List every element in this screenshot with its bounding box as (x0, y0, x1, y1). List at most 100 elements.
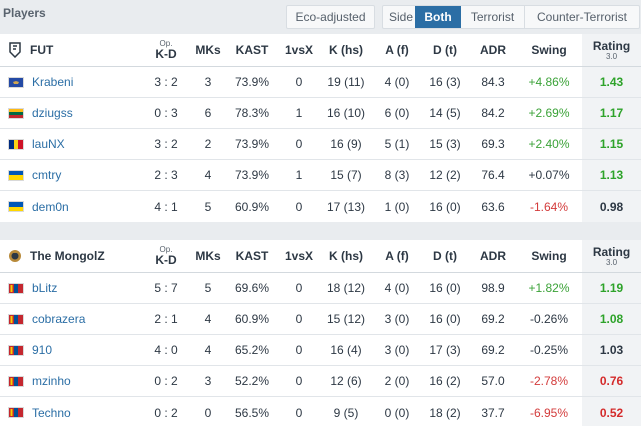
side-option-counter-terrorist[interactable]: Counter-Terrorist (536, 10, 628, 24)
stat-swing: -0.25% (529, 343, 569, 357)
stat-kast: 60.9% (234, 199, 270, 214)
player-name-link[interactable]: dem0n (32, 199, 69, 214)
player-name-link[interactable]: cobrazera (32, 312, 86, 326)
stat-clutch: 0 (295, 405, 303, 420)
fut-logo-icon (8, 42, 22, 59)
stat-af: 1 (0) (384, 199, 410, 214)
player-name-link[interactable]: mzinho (32, 374, 71, 388)
ukraine-flag (8, 169, 24, 181)
stat-mks: 3 (204, 374, 212, 388)
stat-af: 3 (0) (384, 312, 410, 326)
column-header-swing: Swing (531, 249, 567, 263)
side-option-both[interactable]: Both (415, 6, 461, 28)
rating-label: Rating (592, 38, 631, 53)
stat-khs: 15 (7) (330, 168, 362, 182)
stat-swing: -1.64% (529, 199, 569, 214)
side-option-terrorist[interactable]: Terrorist (461, 6, 525, 28)
stat-kd: 3 : 2 (154, 137, 178, 151)
column-header-kast: KAST (235, 43, 269, 57)
stat-khs: 9 (5) (333, 405, 359, 420)
player-name-link[interactable]: dziugss (32, 106, 73, 120)
stat-kd: 4 : 1 (154, 199, 178, 214)
stat-kd: 0 : 2 (154, 374, 178, 388)
kd-header-wrap: Op. K-D (155, 38, 176, 61)
team-name-cell: The MongolZ (0, 240, 140, 272)
stat-adr: 69.3 (481, 137, 505, 151)
op-label: Op. (159, 38, 173, 48)
player-row: bLitz 5 : 7 5 69.6% 0 18 (12) 4 (0) 16 (0) 98.9 +… (0, 273, 641, 304)
rating-label: Rating (592, 244, 631, 259)
stat-dt: 17 (3) (429, 343, 461, 357)
stat-kd: 4 : 0 (154, 343, 178, 357)
player-name-link[interactable]: lauNX (32, 137, 65, 151)
table-header-row: The MongolZ Op. K-D MKs KAST 1vsX K (hs) A (f) D… (0, 240, 641, 273)
table-header-row: FUT Op. K-D MKs KAST 1vsX K (hs) A (f) D (t) ADR S… (0, 34, 641, 67)
column-header-dt: D (t) (433, 43, 457, 57)
stat-adr: 84.3 (481, 75, 505, 89)
stat-mks: 4 (204, 312, 212, 326)
column-header-dt: D (t) (433, 249, 457, 263)
player-name-link[interactable]: cmtry (32, 168, 62, 182)
stat-swing: -0.26% (529, 312, 569, 326)
stat-kast: 78.3% (234, 106, 270, 120)
player-name-link[interactable]: 910 (32, 343, 53, 357)
player-cell: 910 (0, 335, 140, 365)
column-header-kd: Op. K-D (140, 34, 192, 66)
player-name-link[interactable]: bLitz (32, 281, 58, 295)
stat-swing: +1.82% (528, 281, 570, 295)
stat-mks: 5 (204, 199, 212, 214)
player-row: cmtry 2 : 3 4 73.9% 1 15 (7) 8 (3) 12 (2) 76.4 +0… (0, 160, 641, 191)
player-name-link[interactable]: Krabeni (32, 75, 74, 89)
kosovo-flag (8, 76, 24, 88)
stat-dt: 14 (5) (429, 106, 461, 120)
stat-clutch: 0 (295, 343, 303, 357)
stat-kast: 60.9% (234, 312, 270, 326)
column-header-khs: K (hs) (329, 43, 363, 57)
stat-mks: 2 (204, 137, 212, 151)
column-header-af: A (f) (385, 249, 409, 263)
stat-kd: 0 : 2 (154, 405, 178, 420)
stat-clutch: 0 (295, 374, 303, 388)
player-row: cobrazera 2 : 1 4 60.9% 0 15 (12) 3 (0) 16 (0) 6… (0, 304, 641, 335)
player-cell: dziugss (0, 98, 140, 128)
stat-swing: -2.78% (529, 374, 569, 388)
op-label: Op. (159, 244, 173, 254)
stat-clutch: 0 (295, 199, 303, 214)
stat-kd: 2 : 1 (154, 312, 178, 326)
stat-khs: 17 (13) (326, 199, 366, 214)
stat-adr: 69.2 (481, 343, 505, 357)
column-header-clutch: 1vsX (284, 43, 314, 57)
player-name-link[interactable]: Techno (32, 405, 71, 420)
stat-af: 8 (3) (384, 168, 410, 182)
stat-kast: 73.9% (234, 137, 270, 151)
stat-af: 5 (1) (384, 137, 410, 151)
stat-kast: 73.9% (234, 75, 270, 89)
lithuania-flag (8, 107, 24, 119)
players-section-title: Players (3, 6, 46, 20)
stat-dt: 16 (3) (429, 75, 461, 89)
player-row: 910 4 : 0 4 65.2% 0 16 (4) 3 (0) 17 (3) 69.2 -0.2… (0, 335, 641, 366)
stat-rating: 1.43 (582, 67, 641, 97)
eco-adjusted-toggle[interactable]: Eco-adjusted (286, 5, 375, 29)
stat-mks: 4 (204, 168, 212, 182)
column-header-af: A (f) (385, 43, 409, 57)
stat-kast: 56.5% (234, 405, 270, 420)
stat-rating: 1.08 (582, 304, 641, 334)
stat-dt: 16 (0) (429, 199, 461, 214)
stat-clutch: 0 (295, 312, 303, 326)
player-row: Techno 0 : 2 0 56.5% 0 9 (5) 0 (0) 18 (2) 37.7 -6… (0, 397, 641, 426)
stat-af: 2 (0) (384, 374, 410, 388)
stat-kast: 69.6% (234, 281, 270, 295)
kd-label: K-D (155, 252, 177, 267)
player-cell: dem0n (0, 191, 140, 222)
column-header-rating: Rating 3.0 (582, 34, 641, 66)
stat-kd: 5 : 7 (154, 281, 178, 295)
stat-dt: 16 (0) (429, 312, 461, 326)
player-cell: cobrazera (0, 304, 140, 334)
stat-rating: 0.52 (582, 397, 641, 426)
stat-mks: 4 (204, 343, 212, 357)
stat-dt: 18 (2) (429, 405, 461, 420)
stat-af: 4 (0) (384, 281, 410, 295)
column-header-swing: Swing (531, 43, 567, 57)
stat-swing: -6.95% (529, 405, 569, 420)
